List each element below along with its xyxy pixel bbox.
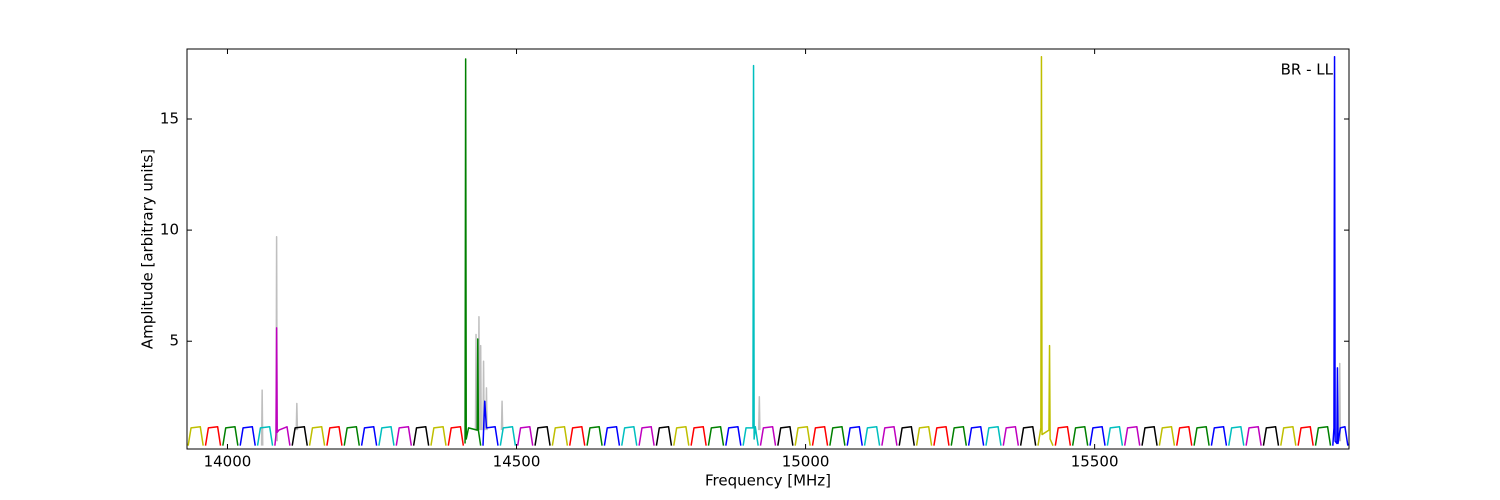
y-tick-label: 5 [169, 332, 179, 350]
y-tick-label: 15 [160, 110, 179, 128]
x-tick-label: 14000 [204, 453, 252, 471]
spectrum-line [256, 64, 1245, 446]
y-axis-label: Amplitude [arbitrary units] [139, 149, 157, 349]
x-axis-label: Frequency [MHz] [705, 472, 831, 490]
spectrum-line [222, 58, 1332, 446]
plot-area [187, 56, 1349, 446]
spectrum-line [239, 56, 1349, 446]
plot-frame [186, 48, 1350, 450]
x-tick-label: 15000 [782, 453, 830, 471]
annotation: BR - LL [1281, 61, 1334, 79]
spectrum-line [187, 56, 1297, 446]
spectrum-line [274, 327, 1262, 446]
spectrum-line [260, 236, 1342, 446]
y-tick-label: 10 [160, 221, 179, 239]
spectrum-line [204, 426, 1314, 446]
x-tick-label: 14500 [493, 453, 541, 471]
spectrum-line [291, 426, 1280, 446]
x-tick-label: 15500 [1071, 453, 1119, 471]
